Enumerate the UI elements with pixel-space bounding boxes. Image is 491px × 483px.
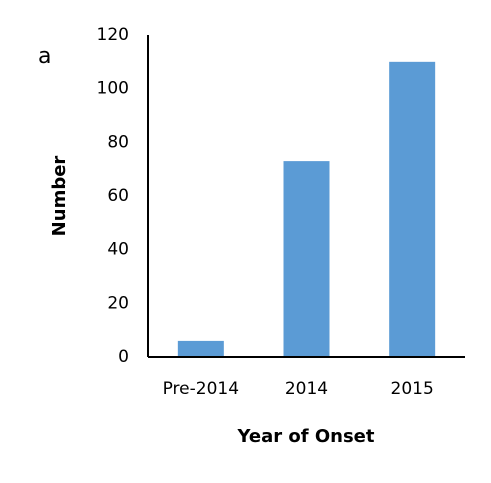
x-tick-label: 2014 <box>285 379 328 399</box>
y-axis-title: Number <box>49 156 70 237</box>
y-tick-label: 60 <box>107 186 129 206</box>
x-tick-label: Pre-2014 <box>163 379 239 399</box>
y-tick-label: 0 <box>118 347 129 367</box>
y-tick-label: 120 <box>97 25 129 45</box>
y-tick-label: 40 <box>107 240 129 260</box>
y-tick-label: 80 <box>107 132 129 152</box>
y-tick-label: 20 <box>107 293 129 313</box>
panel-label: a <box>38 44 51 69</box>
x-axis-title: Year of Onset <box>237 426 375 447</box>
bar <box>177 340 224 357</box>
bar <box>283 161 330 357</box>
y-tick-label: 100 <box>97 79 129 99</box>
x-tick-label: 2015 <box>391 379 434 399</box>
bar <box>389 61 436 357</box>
